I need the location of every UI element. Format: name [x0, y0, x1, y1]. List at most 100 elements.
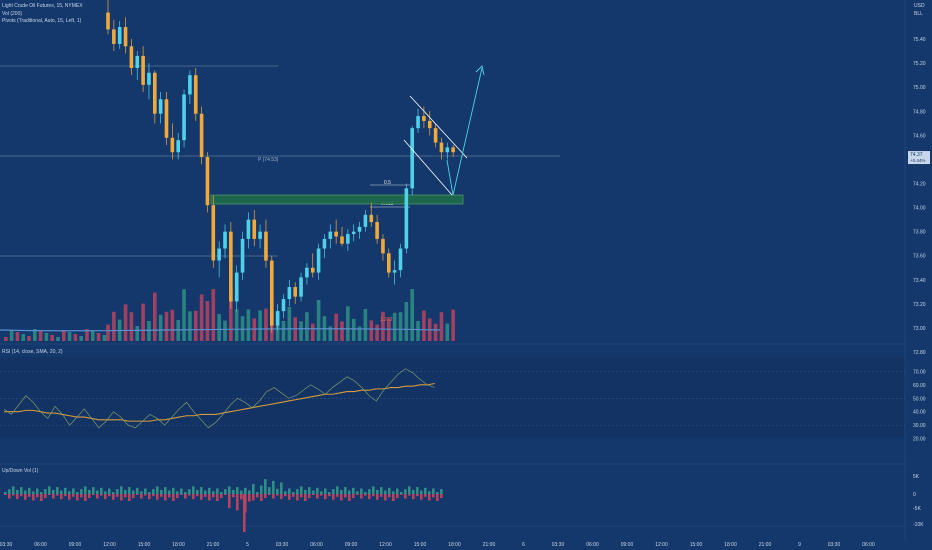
volume-bar — [340, 321, 344, 341]
pivots-label: Pivots (Traditional, Auto, 15, Left, 1) — [2, 18, 82, 24]
price-tick-label: 73.00 — [913, 326, 926, 332]
price-tick-label: 75.40 — [913, 37, 926, 43]
updown-bar-down — [164, 494, 167, 501]
updown-bar-down — [56, 494, 59, 496]
updown-bar-up — [116, 489, 119, 494]
volume-bar — [153, 292, 157, 341]
updown-bar-up — [308, 487, 311, 494]
updown-bar-down — [268, 494, 271, 495]
updown-bar-up — [316, 487, 319, 494]
updown-bar-up — [28, 487, 31, 494]
updown-bar-down — [316, 494, 319, 499]
updown-bar-down — [180, 494, 183, 495]
price-tick-label: 73.40 — [913, 278, 926, 284]
updown-bar-down — [404, 494, 407, 499]
updown-bar-up — [52, 489, 55, 494]
rsi-tick-label: 20.00 — [913, 437, 926, 443]
candle-body — [240, 238, 245, 273]
updown-bar-down — [272, 494, 275, 499]
updown-bar-down — [172, 494, 175, 501]
time-tick-label: 6 — [522, 542, 525, 548]
updown-bar-down — [24, 494, 27, 500]
updown-bar-down — [124, 494, 127, 498]
updown-bar-up — [268, 487, 271, 494]
time-tick-label: 18:00 — [172, 542, 185, 548]
volume-bar — [188, 311, 192, 341]
updown-bar-down — [360, 494, 363, 499]
time-tick-label: 18:00 — [724, 542, 737, 548]
updown-bar-down — [72, 494, 75, 497]
updown-bar-up — [68, 491, 71, 494]
candle-body — [351, 231, 356, 235]
updown-bar-down — [412, 494, 415, 500]
updown-bar-down — [408, 494, 411, 496]
updown-bar-up — [100, 487, 103, 494]
updown-bar-down — [120, 494, 123, 501]
updown-bar-up — [180, 488, 183, 494]
candle-body — [193, 75, 198, 114]
candle-body — [439, 142, 444, 153]
updown-bar-up — [260, 485, 263, 494]
candle-body — [310, 267, 315, 273]
updown-bar-up — [80, 489, 83, 494]
updown-bar-up — [352, 487, 355, 494]
updown-tick-label: -10K — [913, 522, 924, 528]
updown-bar-up — [160, 489, 163, 494]
price-tick-label: 75.00 — [913, 85, 926, 91]
candle-body — [340, 236, 344, 244]
time-tick-label: 12:00 — [103, 542, 116, 548]
candle-body — [346, 234, 350, 244]
updown-bar-up — [328, 492, 331, 494]
updown-bar-up — [280, 482, 283, 494]
candle-body — [305, 267, 309, 278]
candle-body — [416, 116, 420, 129]
updown-bar-up — [32, 491, 35, 494]
updown-bar-down — [196, 494, 199, 497]
volume-bar — [176, 320, 180, 341]
volume-bar — [50, 335, 54, 341]
updown-bar-up — [44, 489, 47, 494]
updown-bar-down — [264, 494, 267, 498]
candle-body — [287, 287, 292, 300]
updown-bar-down — [60, 494, 63, 500]
price-tick-label: 72.80 — [913, 350, 926, 356]
candle-body — [357, 226, 362, 232]
updown-bar-down — [188, 494, 191, 496]
rsi-tick-label: 50.00 — [913, 396, 926, 402]
volume-bar — [85, 329, 89, 341]
updown-bar-up — [232, 489, 235, 494]
candle-body — [328, 231, 333, 239]
candle-body — [427, 120, 432, 129]
updown-bar-up — [188, 489, 191, 494]
updown-bar-up — [336, 486, 339, 494]
candle-body — [410, 128, 414, 189]
updown-bar-up — [132, 490, 135, 494]
candle-body — [375, 222, 379, 239]
updown-bar-up — [376, 489, 379, 494]
updown-bar-up — [136, 487, 139, 494]
updown-bar-down — [284, 494, 287, 497]
updown-bar-up — [152, 489, 155, 494]
updown-bar-down — [160, 494, 163, 497]
updown-bar-down — [240, 494, 243, 500]
time-tick-label: 06:00 — [586, 542, 599, 548]
volume-bar — [112, 311, 116, 341]
candle-body — [293, 287, 297, 297]
volume-bar — [158, 314, 163, 341]
updown-bar-up — [164, 487, 167, 494]
volume-bar — [375, 324, 379, 341]
updown-bar-down — [136, 494, 139, 495]
updown-bar-down — [216, 494, 219, 501]
updown-bar-down — [276, 494, 279, 496]
updown-tick-label: -5K — [913, 506, 921, 512]
updown-bar-down — [368, 494, 371, 500]
volume-bar — [334, 313, 338, 341]
updown-bar-down — [356, 494, 359, 495]
candle-body — [451, 147, 455, 153]
updown-bar-up — [380, 487, 383, 494]
updown-bar-down — [364, 494, 367, 496]
updown-tick-label: 0 — [913, 492, 916, 498]
updown-bar-up — [72, 488, 75, 494]
candle-body — [392, 270, 397, 273]
updown-bar-up — [248, 490, 251, 494]
